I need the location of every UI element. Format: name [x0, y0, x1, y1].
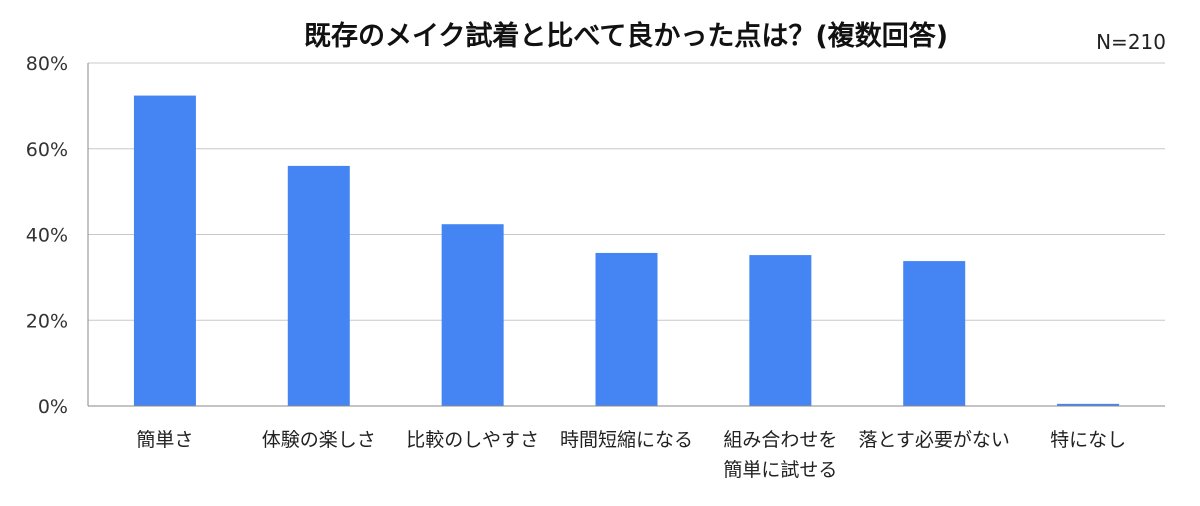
y-tick-label: 40%	[26, 225, 68, 247]
labels: 0% 20% 40% 60% 80% 簡単さ 体験の楽しさ 比較のしやすさ 時間短縮になる 組み合…	[26, 53, 1126, 481]
y-tick-label: 0%	[38, 396, 68, 418]
x-category-label: 組み合わせを	[723, 429, 837, 451]
x-category-label: 簡単さ	[136, 429, 193, 451]
x-category-label: 落とす必要がない	[858, 429, 1009, 451]
bar	[441, 224, 504, 406]
bar	[595, 252, 658, 406]
sample-size-label: N=210	[1096, 30, 1166, 54]
bar	[287, 165, 350, 406]
y-tick-label: 20%	[26, 310, 68, 332]
bar	[1057, 403, 1120, 406]
axes	[87, 63, 1165, 407]
x-category-label: 体験の楽しさ	[262, 429, 376, 451]
y-tick-label: 80%	[26, 53, 68, 75]
bar	[749, 255, 812, 406]
x-category-label: 特になし	[1050, 429, 1126, 451]
x-category-label: 簡単に試せる	[723, 459, 837, 481]
x-category-label: 比較のしやすさ	[406, 429, 539, 451]
bar	[903, 261, 966, 406]
chart-title: 既存のメイク試着と比べて良かった点は？(複数回答)	[303, 21, 949, 52]
y-tick-label: 60%	[26, 139, 68, 161]
bar	[133, 95, 196, 407]
bars	[133, 95, 1120, 407]
x-category-label: 時間短縮になる	[560, 429, 693, 451]
